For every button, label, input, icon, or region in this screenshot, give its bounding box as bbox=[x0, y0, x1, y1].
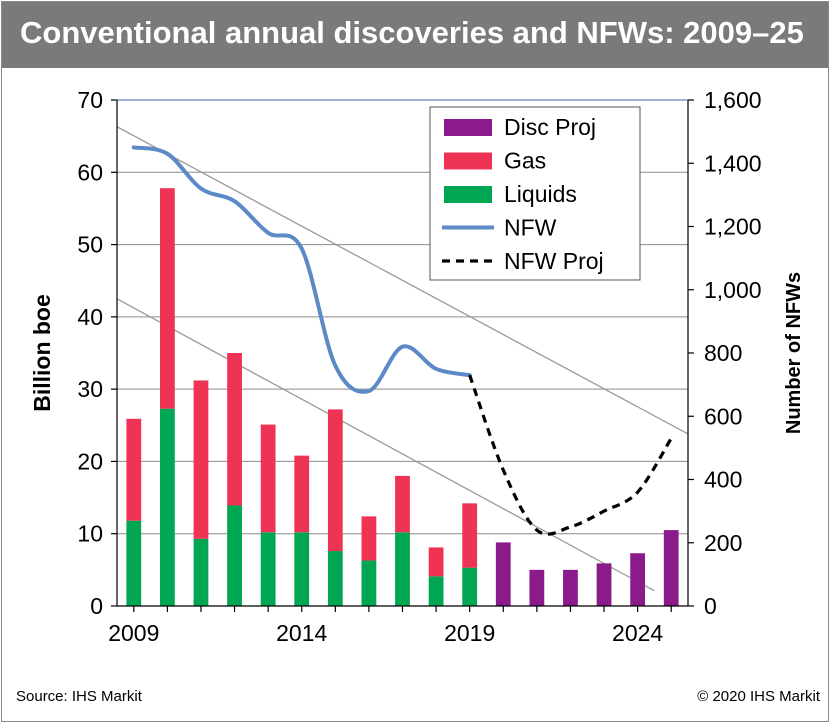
bar-disc-proj bbox=[495, 542, 511, 606]
chart-title: Conventional annual discoveries and NFWs… bbox=[20, 15, 804, 50]
bar-gas bbox=[462, 503, 478, 568]
bar-liquids bbox=[260, 532, 276, 606]
y-tick-label: 10 bbox=[77, 521, 103, 547]
nfw-line bbox=[131, 145, 472, 394]
y-tick-label: 50 bbox=[77, 232, 103, 258]
bar-liquids bbox=[193, 538, 209, 606]
legend-label: Disc Proj bbox=[504, 114, 596, 140]
legend-label: NFW bbox=[504, 215, 557, 241]
bar-disc-proj bbox=[630, 553, 646, 606]
bar-gas bbox=[395, 475, 410, 533]
bar-liquids bbox=[462, 567, 478, 606]
bar-gas bbox=[227, 353, 242, 506]
bar-liquids bbox=[126, 520, 142, 606]
legend-label: NFW Proj bbox=[504, 248, 604, 274]
bar-gas bbox=[193, 380, 209, 539]
y2-tick-label: 0 bbox=[704, 593, 717, 619]
legend-label: Liquids bbox=[504, 181, 577, 207]
copyright-note: © 2020 IHS Markit bbox=[697, 688, 820, 705]
trend-lines bbox=[116, 126, 689, 592]
axes: 0 10 20 30 40 50 60 70 0 200 400 600 800 1,000 1,200 1,… bbox=[29, 87, 805, 646]
bar-gas bbox=[294, 455, 310, 533]
trend-line bbox=[116, 126, 689, 435]
bar-liquids bbox=[294, 532, 310, 606]
y2-tick-label: 1,400 bbox=[704, 150, 762, 176]
y-tick-label: 60 bbox=[77, 159, 103, 185]
x-tick-label: 2019 bbox=[444, 620, 495, 646]
nfw-lines bbox=[131, 145, 673, 536]
legend-swatch bbox=[444, 186, 492, 203]
bar-gas bbox=[428, 547, 444, 577]
legend-swatch bbox=[444, 119, 492, 136]
x-tick-label: 2024 bbox=[612, 620, 663, 646]
y2-tick-label: 200 bbox=[704, 530, 742, 556]
y2-tick-label: 1,200 bbox=[704, 214, 762, 240]
legend: Disc Proj Gas Liquids NFW NFW Proj bbox=[429, 106, 641, 281]
legend-swatch bbox=[444, 152, 492, 170]
legend-label: Gas bbox=[504, 148, 546, 174]
trend-line bbox=[116, 298, 655, 592]
bar-liquids bbox=[395, 532, 410, 606]
y2-tick-label: 800 bbox=[704, 340, 742, 366]
bar-gas bbox=[361, 516, 377, 561]
y-tick-label: 70 bbox=[77, 87, 103, 113]
bar-disc-proj bbox=[663, 530, 679, 606]
y-tick-label: 40 bbox=[77, 304, 103, 330]
y-tick-label: 0 bbox=[90, 593, 103, 619]
bar-disc-proj bbox=[563, 569, 578, 606]
bar-liquids bbox=[428, 576, 444, 606]
y-axis-title: Billion boe bbox=[29, 294, 55, 412]
bar-liquids bbox=[327, 551, 343, 606]
bar-liquids bbox=[159, 408, 175, 606]
y2-tick-label: 1,000 bbox=[704, 277, 762, 303]
bar-disc-proj bbox=[529, 569, 545, 606]
y2-tick-label: 1,600 bbox=[704, 87, 762, 113]
bar-gas bbox=[159, 188, 175, 409]
x-tick-label: 2009 bbox=[108, 620, 159, 646]
bar-disc-proj bbox=[596, 563, 612, 606]
x-tick-label: 2014 bbox=[276, 620, 327, 646]
bar-liquids bbox=[227, 505, 242, 606]
bar-gas bbox=[126, 418, 142, 521]
y-tick-label: 20 bbox=[77, 448, 103, 474]
title-bar: Conventional annual discoveries and NFWs… bbox=[2, 2, 828, 68]
bar-gas bbox=[327, 409, 343, 552]
y2-axis-title: Number of NFWs bbox=[783, 272, 805, 434]
nfw-proj-line bbox=[468, 374, 673, 536]
bar-gas bbox=[260, 424, 276, 533]
bars bbox=[126, 188, 679, 606]
bar-liquids bbox=[361, 560, 377, 606]
source-note: Source: IHS Markit bbox=[16, 688, 142, 705]
y2-tick-label: 400 bbox=[704, 467, 742, 493]
y-tick-label: 30 bbox=[77, 376, 103, 402]
y2-tick-label: 600 bbox=[704, 403, 742, 429]
